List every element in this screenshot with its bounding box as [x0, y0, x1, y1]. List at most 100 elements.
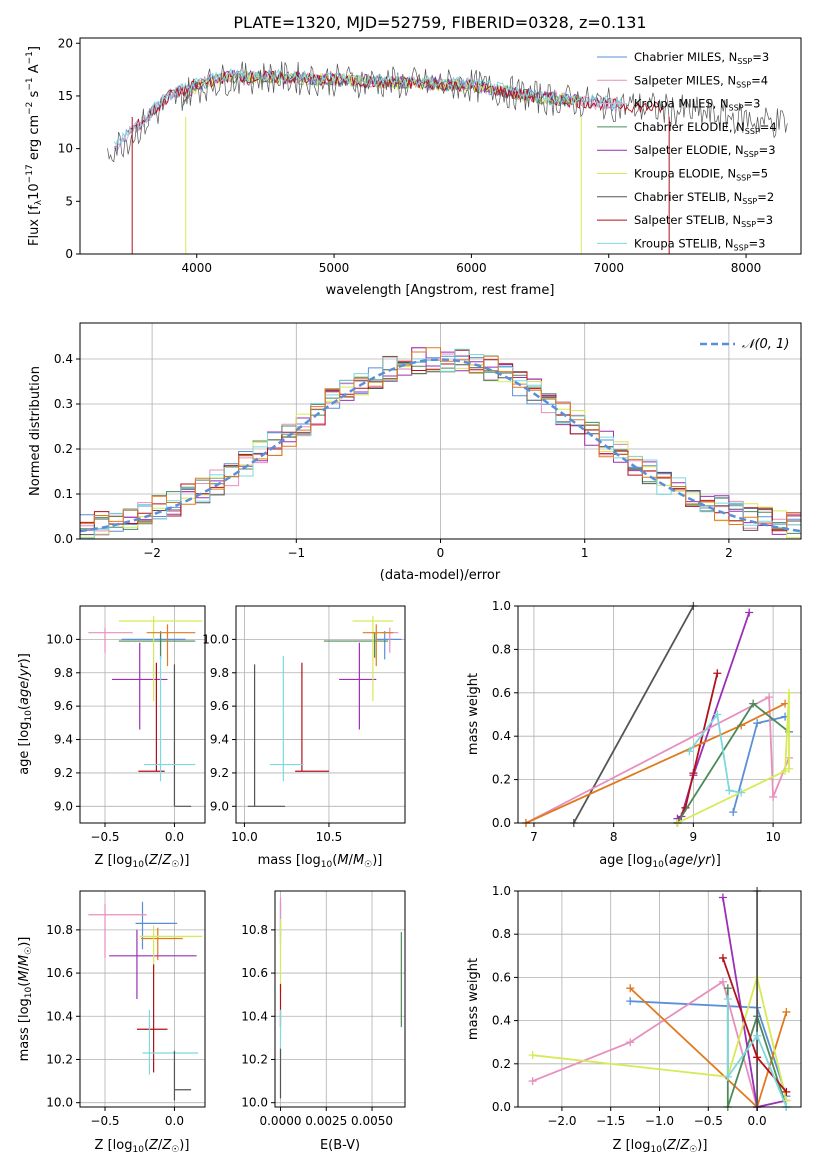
x-tick-label: 8	[610, 830, 618, 844]
x-tick-label: 2	[725, 546, 733, 560]
weight-marker	[782, 1007, 791, 1016]
weight-marker	[729, 808, 738, 817]
weight-line	[532, 973, 788, 1101]
weight-marker	[782, 1087, 791, 1096]
weight-line	[573, 605, 695, 824]
y-tick-label: 10.8	[46, 923, 73, 937]
y-tick-label: 9.6	[210, 699, 229, 713]
weight-line	[677, 692, 790, 824]
y-tick-label: 10.2	[241, 1052, 268, 1066]
weight-marker	[737, 788, 746, 797]
weight-marker	[745, 608, 754, 617]
x-tick-label: 10.0	[231, 830, 258, 844]
x-tick-label: −1	[287, 546, 305, 560]
x-tick-label: 10	[765, 830, 780, 844]
x-tick-label: 7	[530, 830, 538, 844]
residuals-panel: −2 −1 0 1 2 0.0 0.1 0.2 0.3 0.4 (data-model)/erro…	[28, 322, 802, 583]
legend-label: Salpeter STELIB, NSSP=3	[634, 213, 773, 229]
mass-vs-Z-xlabel: Z [log10(Z/Z☉)]	[95, 1138, 190, 1155]
y-tick-label: 10	[58, 142, 73, 156]
weight-marker	[753, 719, 762, 728]
y-tick-label: 0.4	[492, 729, 511, 743]
mass-vs-ebv-xlabel: E(B-V)	[320, 1138, 360, 1153]
y-tick-label: 9.0	[210, 799, 229, 813]
weight-marker	[626, 1038, 635, 1047]
weight-marker	[749, 699, 758, 708]
y-tick-label: 9.2	[210, 766, 229, 780]
y-tick-label: 9.0	[54, 799, 73, 813]
figure-title: PLATE=1320, MJD=52759, FIBERID=0328, z=0…	[233, 13, 646, 32]
y-tick-label: 9.8	[54, 666, 73, 680]
weight-marker	[753, 1053, 762, 1062]
y-tick-label: 0	[65, 247, 73, 261]
weight-marker	[713, 710, 722, 719]
y-tick-label: 10.0	[241, 1096, 268, 1110]
weight-vs-age-ylabel: mass weight	[466, 673, 481, 755]
y-tick-label: 0.4	[54, 352, 73, 366]
histogram-step	[80, 347, 801, 539]
spectrum-ylabel: Flux [fλ10−17 erg cm−2 s−1 A−1]	[25, 46, 44, 246]
y-tick-label: 10.0	[46, 632, 73, 646]
weight-line	[688, 712, 742, 794]
legend-label: Salpeter ELODIE, NSSP=3	[634, 143, 776, 159]
x-tick-label: 7000	[593, 261, 624, 275]
weight-line	[726, 999, 788, 1108]
y-tick-label: 9.4	[210, 733, 229, 747]
spectrum-xlabel: wavelength [Angstrom, rest frame]	[326, 283, 555, 298]
residuals-xlabel: (data-model)/error	[380, 568, 501, 583]
y-tick-label: 0.6	[492, 970, 511, 984]
weight-vs-Z-ylabel: mass weight	[466, 958, 481, 1040]
weight-marker	[528, 1077, 537, 1086]
x-tick-label: 0.0050	[351, 1114, 393, 1128]
y-tick-label: 9.6	[54, 699, 73, 713]
spectrum-line	[107, 61, 788, 163]
age-vs-mass-xlabel: mass [log10(M/M☉)]	[258, 853, 383, 870]
y-tick-label: 9.2	[54, 766, 73, 780]
x-tick-label: −0.5	[90, 1114, 119, 1128]
weight-marker	[528, 1051, 537, 1060]
weight-marker	[718, 977, 727, 986]
weight-line	[676, 673, 719, 824]
weight-marker	[718, 953, 727, 962]
y-tick-label: 0.2	[492, 773, 511, 787]
x-tick-label: 9	[690, 830, 698, 844]
x-tick-label: −1.5	[596, 1114, 625, 1128]
weight-line	[525, 695, 790, 824]
weight-marker	[626, 984, 635, 993]
y-tick-label: 10.6	[46, 966, 73, 980]
x-tick-label: 0.0000	[259, 1114, 301, 1128]
x-tick-label: 0.0	[165, 1114, 184, 1128]
x-tick-label: 8000	[731, 261, 762, 275]
legend-label: Salpeter MILES, NSSP=4	[634, 73, 768, 89]
residuals-legend-label: 𝒩(0, 1)	[742, 337, 789, 352]
y-tick-label: 0.4	[492, 1014, 511, 1028]
weight-marker	[713, 669, 722, 678]
y-tick-label: 10.0	[202, 632, 229, 646]
y-tick-label: 0.3	[54, 397, 73, 411]
legend-label: Chabrier STELIB, NSSP=2	[634, 190, 774, 206]
weight-line	[532, 980, 758, 1108]
y-tick-label: 0.0	[492, 816, 511, 830]
y-tick-label: 0.2	[492, 1057, 511, 1071]
y-tick-label: 10.4	[241, 1009, 268, 1023]
weight-vs-Z-panel: −2.0 −1.5 −1.0 −0.5 0.0 0.0 0.2 0.4 0.6 0.8 1.0 Z …	[466, 884, 802, 1155]
weight-marker	[785, 764, 794, 773]
y-tick-label: 10.2	[46, 1052, 73, 1066]
x-tick-label: 0.0	[748, 1114, 767, 1128]
age-vs-Z-ylabel: age [log10(age/yr)]	[17, 653, 34, 775]
weight-vs-age-panel: 7 8 9 10 0.0 0.2 0.4 0.6 0.8 1.0 age [log10(age/y…	[466, 599, 802, 870]
weight-vs-Z-xlabel: Z [log10(Z/Z☉)]	[613, 1138, 708, 1155]
y-tick-label: 10.8	[241, 923, 268, 937]
y-tick-label: 0.0	[492, 1100, 511, 1114]
legend-label: Kroupa ELODIE, NSSP=5	[634, 167, 768, 183]
legend-label: Kroupa STELIB, NSSP=3	[634, 236, 765, 252]
x-tick-label: −1.0	[645, 1114, 674, 1128]
mass-vs-ebv-panel: 0.0000 0.0025 0.0050 10.0 10.2 10.4 10.6 10.8 E…	[241, 890, 406, 1153]
x-tick-label: 1	[581, 546, 589, 560]
gaussian-curve	[80, 358, 801, 533]
y-tick-label: 0.8	[492, 642, 511, 656]
weight-marker	[626, 997, 635, 1006]
weight-marker	[689, 769, 698, 778]
y-tick-label: 20	[58, 36, 73, 50]
y-tick-label: 10.4	[46, 1009, 73, 1023]
